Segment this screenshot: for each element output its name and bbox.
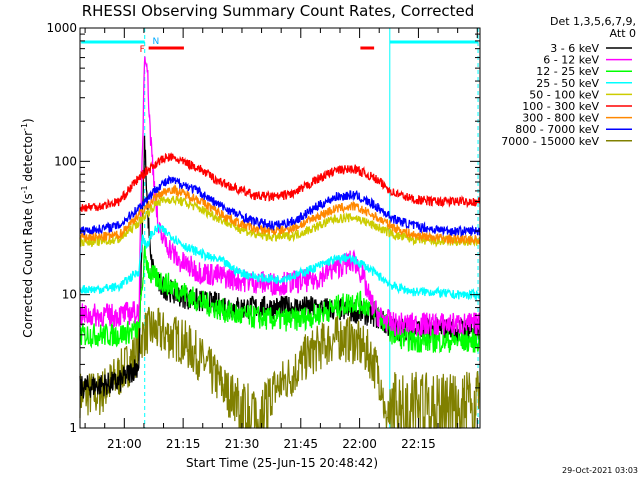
y-axis-label-part1: Corrected Count Rate (s (21, 193, 35, 337)
legend-label-6-12-kev: 6 - 12 keV (543, 54, 599, 67)
series-line-800-7000-kev (79, 174, 481, 238)
y-axis-label-part2: detector (21, 131, 35, 186)
series-line-300-800-kev (79, 184, 481, 245)
x-tick-label: 22:00 (342, 437, 377, 451)
y-axis-label-sup1: -1 (20, 185, 29, 193)
legend-label-100-300-kev: 100 - 300 keV (522, 100, 599, 113)
legend-header-line1: Det 1,3,5,6,7,9, (550, 15, 636, 28)
y-axis-label: Corrected Count Rate (s-1 detector-1) (20, 118, 35, 337)
legend-label-3-6-kev: 3 - 6 keV (550, 42, 599, 55)
x-tick-label: 22:15 (401, 437, 436, 451)
legend-label-25-50-kev: 25 - 50 keV (536, 77, 599, 90)
y-axis-label-part3: ) (21, 118, 35, 123)
y-axis-label-sup2: -1 (20, 123, 29, 131)
legend-label-12-25-kev: 12 - 25 keV (536, 65, 599, 78)
legend-header-line2: Att 0 (610, 27, 636, 40)
x-axis-label: Start Time (25-Jun-15 20:48:42) (186, 456, 378, 470)
x-tick-label: 21:15 (166, 437, 201, 451)
plot-frame (79, 27, 481, 429)
y-tick-label: 100 (54, 154, 77, 168)
flag-letter-n: N (153, 37, 160, 47)
series-line-6-12-kev (79, 56, 481, 337)
legend-label-800-7000-kev: 800 - 7000 keV (515, 123, 599, 136)
legend-label-7000-15000-kev: 7000 - 15000 keV (501, 135, 599, 148)
series-layer (79, 56, 481, 429)
x-tick-label: 21:45 (283, 437, 318, 451)
flag-bars: FN (81, 28, 479, 428)
series-line-50-100-kev (79, 195, 481, 248)
x-tick-label: 21:00 (107, 437, 142, 451)
axes: 1 10 100 1000 21:00 21:15 21:30 21:45 22:00 22:15 (46, 21, 481, 451)
y-tick-label: 10 (62, 288, 77, 302)
flag-letter-f: F (140, 45, 145, 55)
y-tick-label: 1000 (46, 21, 77, 35)
legend-label-300-800-kev: 300 - 800 keV (522, 112, 599, 125)
x-tick-label: 21:30 (225, 437, 260, 451)
legend-label-50-100-kev: 50 - 100 keV (529, 88, 599, 101)
series-line-7000-15000-kev (79, 306, 481, 429)
chart-title: RHESSI Observing Summary Count Rates, Co… (82, 2, 475, 20)
series-line-25-50-kev (79, 223, 481, 302)
series-line-12-25-kev (79, 244, 481, 354)
timestamp: 29-Oct-2021 03:03 (562, 466, 638, 475)
series-line-100-300-kev (79, 152, 481, 212)
y-tick-label: 1 (69, 421, 77, 435)
